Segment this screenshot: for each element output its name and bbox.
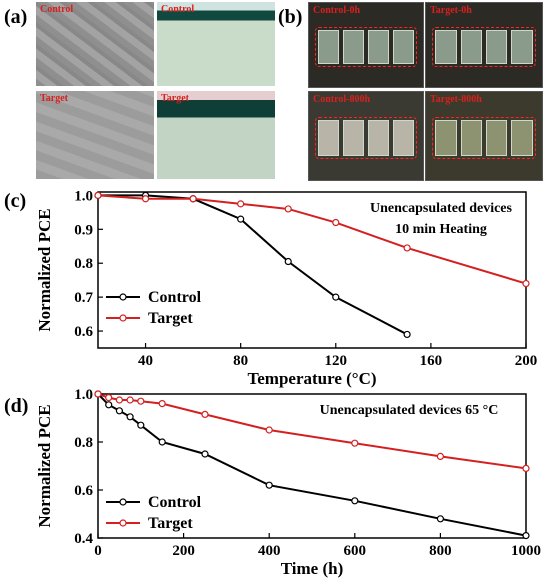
panel-label-d: (d) xyxy=(4,395,29,417)
device-photo-target-800h: Target-800h xyxy=(425,91,543,181)
data-point xyxy=(126,396,134,404)
legend-label: Target xyxy=(148,310,193,327)
y-tick-label: 0.4 xyxy=(74,531,93,547)
y-tick-label: 0.8 xyxy=(74,256,93,272)
chart-pce-vs-time: 0 200 400 600 800 1000 0.4 0.6 0.8 1.0 Time (h) Nor… xyxy=(35,388,541,578)
x-tick-label: 0 xyxy=(94,543,102,559)
legend-marker xyxy=(119,314,127,322)
y-tick-label: 0.8 xyxy=(74,435,93,451)
highlight-box xyxy=(431,116,537,160)
data-point xyxy=(158,400,166,408)
x-tick-label: 200 xyxy=(515,353,538,369)
device-photo-target-0h: Target-0h xyxy=(425,2,543,88)
x-tick-label: 160 xyxy=(420,353,443,369)
x-tick-label: 400 xyxy=(258,543,281,559)
x-axis-label: Temperature (°C) xyxy=(247,369,376,388)
x-tick-label: 80 xyxy=(233,353,248,369)
data-point xyxy=(332,293,340,301)
x-tick-label: 120 xyxy=(325,353,348,369)
legend-marker xyxy=(119,498,127,506)
data-point xyxy=(436,515,444,523)
data-point xyxy=(265,481,273,489)
x-tick-label: 600 xyxy=(344,543,367,559)
data-point xyxy=(137,421,145,429)
tile-label: Control-800h xyxy=(313,94,371,105)
data-point xyxy=(284,205,292,213)
panel-label-c: (c) xyxy=(4,190,27,212)
device-photo-control-800h: Control-800h xyxy=(308,91,424,181)
tile-label: Control xyxy=(161,4,195,15)
plot-frame xyxy=(97,191,527,349)
legend-marker xyxy=(119,293,127,301)
data-point xyxy=(94,191,102,199)
chart-annotation: Unencapsulated devices 65 °C xyxy=(320,403,499,418)
y-axis-label: Normalized PCE xyxy=(35,208,54,331)
data-point xyxy=(436,452,444,461)
x-tick-label: 1000 xyxy=(511,543,541,559)
data-point xyxy=(115,407,124,415)
data-point xyxy=(351,497,359,505)
data-point xyxy=(522,464,530,473)
series-line xyxy=(97,194,527,285)
data-point xyxy=(522,279,530,288)
data-point xyxy=(265,426,273,434)
tile-label: Target xyxy=(40,93,68,104)
data-point xyxy=(141,195,150,203)
data-point xyxy=(237,215,245,223)
tile-label: Target-0h xyxy=(430,5,472,16)
data-point xyxy=(94,390,102,398)
legend-label: Control xyxy=(148,289,202,306)
highlight-box xyxy=(314,116,418,160)
panel-label-a: (a) xyxy=(4,6,28,28)
data-point xyxy=(284,257,292,266)
series-line xyxy=(98,194,408,336)
legend-marker xyxy=(119,519,127,527)
legend-label: Target xyxy=(148,515,193,532)
device-photo-control-0h: Control-0h xyxy=(308,2,424,88)
x-tick-label: 40 xyxy=(138,353,153,369)
tile-label: Control xyxy=(40,4,74,15)
data-point xyxy=(105,401,113,409)
data-point xyxy=(115,396,124,404)
data-point xyxy=(403,330,411,339)
data-point xyxy=(351,439,359,447)
data-point xyxy=(137,397,145,405)
data-point xyxy=(522,532,530,540)
y-tick-label: 0.6 xyxy=(74,324,93,340)
highlight-box xyxy=(431,26,537,68)
chart-pce-vs-temperature: 40 80 120 160 200 0.6 0.7 0.8 0.9 1.0 Temperature … xyxy=(35,188,538,388)
chart-annotation: Unencapsulated devices xyxy=(370,201,513,216)
x-tick-label: 200 xyxy=(172,543,195,559)
y-tick-label: 0.6 xyxy=(74,483,93,499)
data-point xyxy=(332,218,340,227)
data-point xyxy=(201,410,209,418)
tile-label: Target-800h xyxy=(430,94,482,105)
highlight-box xyxy=(314,26,418,68)
x-axis-label: Time (h) xyxy=(281,559,344,578)
data-point xyxy=(158,438,166,446)
panel-label-b: (b) xyxy=(278,6,303,28)
micrograph-target-topview: Target xyxy=(36,91,154,179)
y-tick-label: 1.0 xyxy=(74,188,93,204)
data-point xyxy=(201,450,209,458)
legend-label: Control xyxy=(148,494,202,511)
data-point xyxy=(105,393,113,402)
chart-annotation: 10 min Heating xyxy=(395,222,487,237)
tile-label: Target xyxy=(161,93,189,104)
y-tick-label: 0.9 xyxy=(74,222,93,238)
y-tick-label: 1.0 xyxy=(74,388,93,403)
data-point xyxy=(237,200,245,208)
y-tick-label: 0.7 xyxy=(74,290,93,306)
y-axis-label: Normalized PCE xyxy=(35,404,54,527)
data-point xyxy=(403,244,411,252)
data-point xyxy=(189,195,197,203)
micrograph-control-topview: Control xyxy=(36,2,154,86)
x-tick-label: 800 xyxy=(429,543,452,559)
tile-label: Control-0h xyxy=(313,5,361,16)
data-point xyxy=(126,413,134,421)
micrograph-control-cross-section: Control xyxy=(157,2,275,86)
micrograph-target-cross-section: Target xyxy=(157,91,275,179)
